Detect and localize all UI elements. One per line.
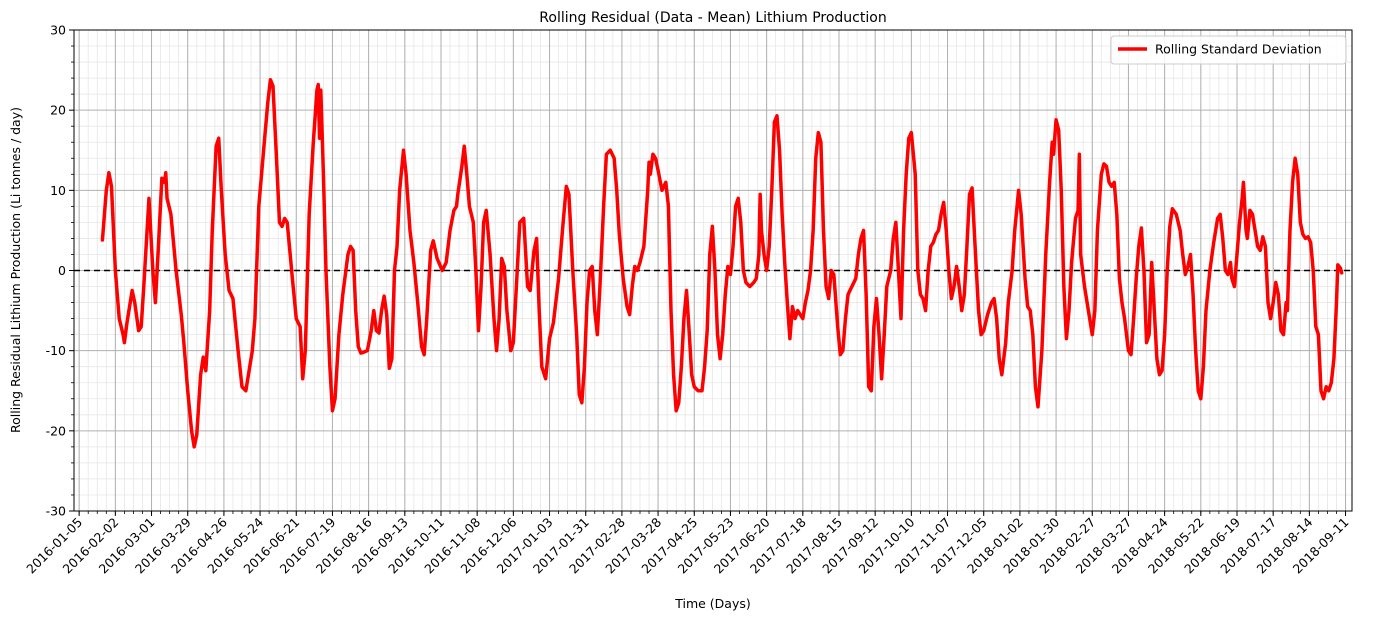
y-tick-label: 20 [50,103,66,118]
y-axis: -30 -20 -10 0 10 20 30 [46,23,74,519]
y-tick-label: -30 [46,504,66,519]
legend: Rolling Standard Deviation [1110,35,1347,65]
y-tick-label: 30 [50,23,66,38]
x-axis: 2016-01-052016-02-022016-03-012016-03-29… [23,511,1352,576]
series-line [100,77,1344,449]
chart-title: Rolling Residual (Data - Mean) Lithium P… [539,10,886,26]
legend-box [1110,35,1347,65]
y-tick-label: -10 [46,343,66,358]
series-layer [100,77,1344,449]
y-tick-label: -20 [46,423,66,438]
y-tick-label: 10 [50,183,66,198]
legend-series-label: Rolling Standard Deviation [1155,42,1322,57]
y-axis-label: Rolling Residual Lithium Production (Li … [8,107,23,433]
y-tick-label: 0 [58,263,66,278]
x-axis-label: Time (Days) [674,596,751,611]
